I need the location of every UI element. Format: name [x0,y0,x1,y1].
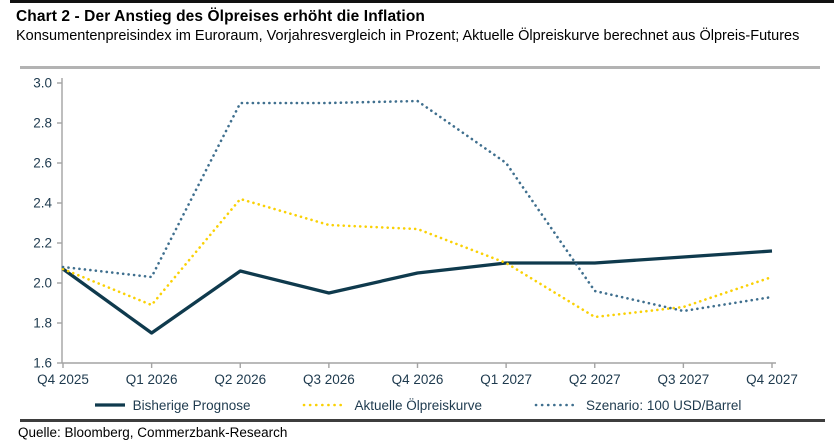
legend-item-2: Szenario: 100 USD/Barrel [534,398,741,413]
x-tick-label: Q2 2027 [569,372,621,387]
x-tick-label: Q4 2025 [37,372,89,387]
y-tick-label: 2.8 [33,116,52,131]
legend-dotted-line-icon [534,403,580,407]
y-tick-label: 2.2 [33,236,52,251]
top-accent-bar [10,0,834,3]
series-line-1 [61,197,774,319]
legend-dotted-line-icon [303,403,348,407]
y-tick-label: 1.8 [33,316,52,331]
chart-title: Chart 2 - Der Anstieg des Ölpreises erhö… [16,8,425,25]
legend-label: Bisherige Prognose [132,397,251,413]
y-tick-label: 3.0 [33,76,52,91]
y-tick-label: 2.6 [33,156,52,171]
series-line-2 [61,99,774,313]
y-tick-label: 2.4 [33,196,52,211]
header-divider [20,66,820,69]
footer-divider [20,419,825,422]
chart-canvas: 1.6 1.8 2.0 2.2 2.4 2.6 2.8 3.0 Q4 2025 Q1 2026 Q2… [33,76,798,388]
x-tick-label: Q4 2026 [392,372,444,387]
y-tick-label: 2.0 [33,276,52,291]
legend-solid-line-icon [94,403,125,407]
legend-label: Szenario: 100 USD/Barrel [586,397,742,413]
legend-item-0: Bisherige Prognose [93,397,251,413]
x-tick-label: Q2 2026 [214,372,266,387]
y-tick-label: 1.6 [33,356,52,371]
x-tick-label: Q1 2026 [126,372,178,387]
legend-label: Aktuelle Ölpreiskurve [354,397,483,413]
chart-legend: Bisherige Prognose Aktuelle Ölpreiskurve S… [0,395,834,415]
x-tick-label: Q1 2027 [480,372,532,387]
x-tick-label: Q3 2027 [657,372,709,387]
x-tick-label: Q3 2026 [303,372,355,387]
x-tick-label: Q4 2027 [746,372,798,387]
source-note: Quelle: Bloomberg, Commerzbank-Research [18,425,288,440]
legend-item-1: Aktuelle Ölpreiskurve [302,398,482,413]
chart-subtitle: Konsumentenpreisindex im Euroraum, Vorja… [16,28,800,44]
series-line-0 [62,249,773,335]
